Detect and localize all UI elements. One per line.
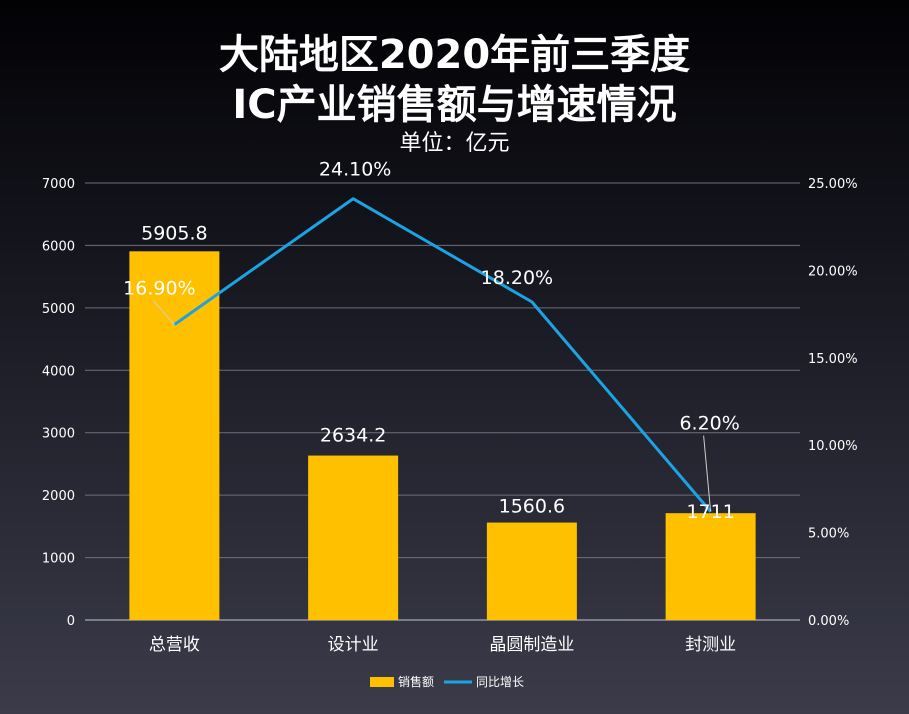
bar xyxy=(129,251,220,621)
legend-label-sales: 销售额 xyxy=(398,674,434,689)
line-data-label: 16.90% xyxy=(123,278,195,300)
y-right-tick-label: 5.00% xyxy=(808,527,849,542)
y-left-tick-label: 3000 xyxy=(42,427,75,442)
growth-line xyxy=(173,197,712,513)
y-right-tick-label: 25.00% xyxy=(808,177,858,192)
y-left-tick-label: 4000 xyxy=(42,364,75,379)
line-data-label: 6.20% xyxy=(679,413,739,435)
y-left-tick-label: 0 xyxy=(67,614,75,629)
bar-data-label: 1560.6 xyxy=(499,496,565,518)
x-category-label: 设计业 xyxy=(328,635,379,655)
y-left-tick-label: 1000 xyxy=(42,552,75,567)
chart-subtitle: 单位：亿元 xyxy=(399,131,510,156)
x-category-label: 晶圆制造业 xyxy=(489,635,574,655)
chart-title-line2: IC产业销售额与增速情况 xyxy=(232,82,677,128)
y-left-tick-label: 5000 xyxy=(42,302,75,317)
bar xyxy=(486,522,577,620)
line-data-label: 18.20% xyxy=(481,267,553,289)
bar xyxy=(308,455,399,620)
y-left-tick-label: 2000 xyxy=(42,489,75,504)
chart-title-line1: 大陆地区2020年前三季度 xyxy=(218,32,691,78)
y-right-tick-label: 10.00% xyxy=(808,439,858,454)
line-data-label: 24.10% xyxy=(319,159,391,181)
y-right-tick-label: 0.00% xyxy=(808,614,849,629)
y-right-tick-label: 15.00% xyxy=(808,352,858,367)
chart-title: 大陆地区2020年前三季度 IC产业销售额与增速情况 xyxy=(0,30,909,130)
y-left-tick-label: 7000 xyxy=(42,177,75,192)
bar-data-label: 1711 xyxy=(686,501,734,523)
legend-swatch-sales xyxy=(370,677,394,687)
legend-label-growth: 同比增长 xyxy=(476,675,524,689)
y-left-tick-label: 6000 xyxy=(42,239,75,254)
y-right-tick-label: 20.00% xyxy=(808,264,858,279)
x-category-label: 总营收 xyxy=(149,635,200,655)
x-category-label: 封测业 xyxy=(685,635,736,655)
bar xyxy=(665,513,756,620)
data-label-leader xyxy=(703,435,712,512)
bar-data-label: 2634.2 xyxy=(320,425,386,447)
data-label-leader xyxy=(152,300,175,325)
bar-data-label: 5905.8 xyxy=(141,222,207,244)
